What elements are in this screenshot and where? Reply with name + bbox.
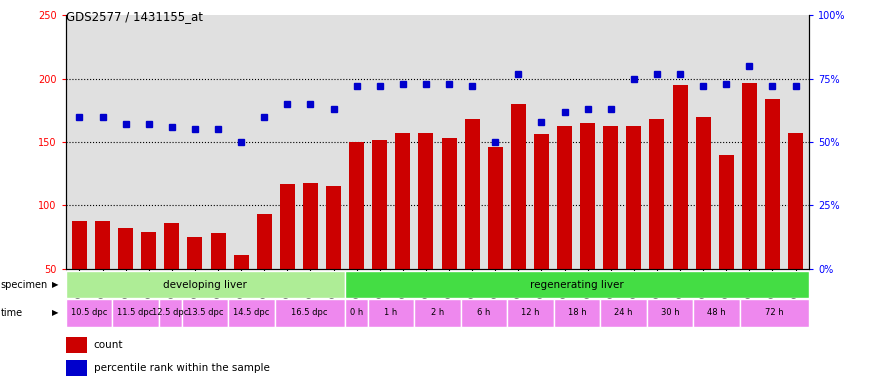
- Bar: [765, 99, 780, 269]
- Text: 1 h: 1 h: [384, 308, 397, 318]
- Text: 0 h: 0 h: [349, 308, 363, 318]
- Text: ▶: ▶: [52, 308, 59, 318]
- Bar: [554, 299, 600, 327]
- Bar: [696, 117, 710, 269]
- Bar: [66, 360, 87, 376]
- Bar: [95, 221, 110, 269]
- Bar: [182, 299, 228, 327]
- Bar: [275, 299, 345, 327]
- Bar: [507, 299, 554, 327]
- Bar: [465, 119, 480, 269]
- Text: regenerating liver: regenerating liver: [530, 280, 624, 290]
- Text: count: count: [94, 340, 123, 350]
- Bar: [256, 214, 272, 269]
- Bar: [66, 337, 87, 353]
- Bar: [739, 299, 809, 327]
- Bar: [742, 83, 757, 269]
- Bar: [673, 85, 688, 269]
- Bar: [228, 299, 275, 327]
- Bar: [368, 299, 414, 327]
- Text: 24 h: 24 h: [614, 308, 633, 318]
- Text: 18 h: 18 h: [568, 308, 586, 318]
- Bar: [72, 221, 87, 269]
- Bar: [580, 123, 595, 269]
- Bar: [345, 299, 368, 327]
- Text: 13.5 dpc: 13.5 dpc: [187, 308, 223, 318]
- Bar: [511, 104, 526, 269]
- Bar: [487, 147, 503, 269]
- Text: 10.5 dpc: 10.5 dpc: [71, 308, 107, 318]
- Bar: [187, 237, 202, 269]
- Bar: [649, 119, 664, 269]
- Bar: [66, 271, 345, 298]
- Bar: [626, 126, 641, 269]
- Bar: [303, 183, 318, 269]
- Bar: [693, 299, 739, 327]
- Text: developing liver: developing liver: [163, 280, 247, 290]
- Bar: [788, 133, 803, 269]
- Bar: [461, 299, 507, 327]
- Bar: [66, 299, 112, 327]
- Bar: [112, 299, 158, 327]
- Text: 48 h: 48 h: [707, 308, 725, 318]
- Bar: [349, 142, 364, 269]
- Text: specimen: specimen: [1, 280, 48, 290]
- Bar: [600, 299, 647, 327]
- Bar: [141, 232, 157, 269]
- Text: 12.5 dpc: 12.5 dpc: [152, 308, 188, 318]
- Text: ▶: ▶: [52, 280, 59, 289]
- Bar: [396, 133, 410, 269]
- Bar: [414, 299, 461, 327]
- Bar: [345, 271, 809, 298]
- Bar: [418, 133, 433, 269]
- Bar: [158, 299, 182, 327]
- Bar: [372, 139, 388, 269]
- Bar: [326, 187, 341, 269]
- Bar: [647, 299, 693, 327]
- Text: 2 h: 2 h: [430, 308, 444, 318]
- Text: 6 h: 6 h: [477, 308, 491, 318]
- Bar: [164, 223, 179, 269]
- Text: 14.5 dpc: 14.5 dpc: [234, 308, 270, 318]
- Bar: [280, 184, 295, 269]
- Bar: [557, 126, 572, 269]
- Bar: [234, 255, 248, 269]
- Text: 11.5 dpc: 11.5 dpc: [117, 308, 153, 318]
- Text: 30 h: 30 h: [661, 308, 679, 318]
- Text: 16.5 dpc: 16.5 dpc: [291, 308, 328, 318]
- Text: 72 h: 72 h: [766, 308, 784, 318]
- Bar: [603, 126, 619, 269]
- Bar: [442, 138, 457, 269]
- Bar: [534, 134, 549, 269]
- Text: percentile rank within the sample: percentile rank within the sample: [94, 363, 270, 373]
- Bar: [118, 228, 133, 269]
- Text: 12 h: 12 h: [522, 308, 540, 318]
- Bar: [718, 155, 734, 269]
- Bar: [211, 233, 226, 269]
- Text: GDS2577 / 1431155_at: GDS2577 / 1431155_at: [66, 10, 203, 23]
- Text: time: time: [1, 308, 23, 318]
